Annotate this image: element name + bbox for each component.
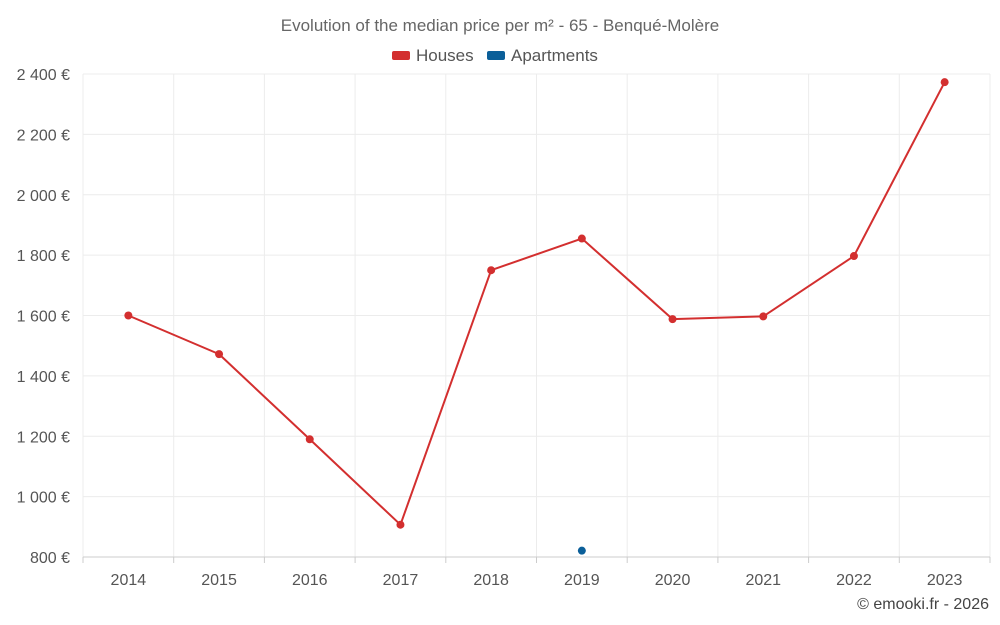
x-tick-label: 2023 [927,572,963,589]
series-line-houses [127,81,946,526]
y-tick-label: 2 200 € [17,127,70,144]
x-tick-label: 2018 [473,572,509,589]
x-tick-label: 2017 [383,572,419,589]
x-tick-label: 2020 [655,572,691,589]
data-point-houses-2018[interactable] [487,266,496,275]
x-tick-label: 2015 [201,572,237,589]
series [124,78,949,555]
y-tick-label: 1 200 € [17,429,70,446]
legend-swatch-apartments [487,51,505,60]
legend-item-houses[interactable]: Houses [392,46,474,65]
y-tick-label: 2 000 € [17,188,70,205]
x-axis: 2014 2015 2016 2017 2018 2019 2020 2021 2022 2023 [82,556,991,589]
legend-item-apartments[interactable]: Apartments [487,46,598,65]
credit-text: © emooki.fr - 2026 [857,596,989,613]
legend: Houses Apartments [392,46,598,65]
grid [82,73,991,557]
y-tick-label: 1 600 € [17,309,70,326]
data-point-houses-2014[interactable] [124,311,133,320]
data-point-houses-2021[interactable] [759,312,768,321]
data-point-houses-2023[interactable] [940,78,949,87]
data-point-houses-2020[interactable] [668,315,677,324]
legend-label-apartments: Apartments [511,46,598,65]
data-point-houses-2016[interactable] [305,435,314,444]
data-point-houses-2015[interactable] [215,350,224,359]
y-tick-label: 800 € [30,550,70,567]
data-point-houses-2017[interactable] [396,520,405,529]
y-tick-label: 2 400 € [17,67,70,84]
x-tick-label: 2014 [111,572,147,589]
y-axis: 800 € 1 000 € 1 200 € 1 400 € 1 600 € 1 800 €… [17,67,70,567]
legend-label-houses: Houses [416,46,474,65]
data-point-apartments-2019[interactable] [577,546,586,555]
data-point-houses-2019[interactable] [577,234,586,243]
x-tick-label: 2019 [564,572,600,589]
y-tick-label: 1 800 € [17,248,70,265]
y-tick-label: 1 400 € [17,369,70,386]
y-tick-label: 1 000 € [17,490,70,507]
x-tick-label: 2021 [745,572,781,589]
x-tick-label: 2016 [292,572,328,589]
chart-title: Evolution of the median price per m² - 6… [281,16,719,35]
data-point-houses-2022[interactable] [849,252,858,261]
legend-swatch-houses [392,51,410,60]
x-tick-label: 2022 [836,572,872,589]
